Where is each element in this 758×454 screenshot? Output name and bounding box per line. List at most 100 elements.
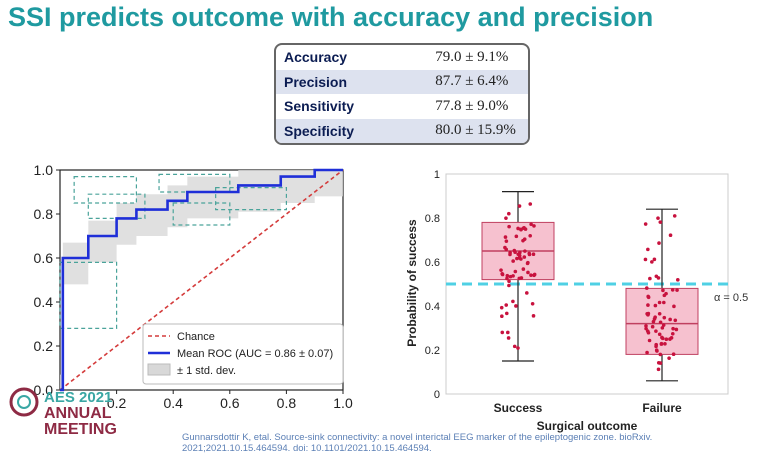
roc-y-tick-label: 1.0 [34,162,54,178]
metric-label: Precision [276,69,428,94]
box-x-label: Surgical outcome [537,419,638,433]
box-point [672,214,677,218]
roc-y-tick-label: 0.8 [34,206,54,222]
box-point [657,241,661,245]
box-point [506,330,510,335]
box-point [507,211,511,216]
box-point [676,278,680,282]
box-point [660,335,664,340]
box-point [514,234,519,239]
box-point [664,291,668,296]
box-point [650,324,655,329]
box-point [669,336,674,340]
box-point [505,276,509,281]
roc-chance-line [59,169,344,391]
box-y-tick-label: 0 [434,389,440,401]
box-point [523,249,527,253]
roc-y-tick-label: 0.0 [34,382,54,398]
box-point [522,255,527,259]
roc-marks [59,168,344,392]
roc-x-tick-label: 0.8 [277,395,297,411]
box-plot-frame [445,173,729,395]
box-point [521,267,526,271]
box-point [646,330,651,335]
box-point [500,330,505,335]
box-point [658,361,663,365]
box-point [504,311,509,316]
box-point [674,327,679,332]
box-point [515,256,519,261]
box-point [528,202,533,206]
box-point [664,337,669,342]
box-point [668,233,673,238]
box-point [517,204,522,208]
box-point [532,224,536,228]
box-point [507,279,511,284]
box-point [672,304,676,309]
metric-value: 80.0 ± 15.9% [427,118,528,143]
box-point [656,216,660,220]
logo-line3: MEETING [44,421,117,438]
roc-x-tick-label: 0.2 [107,395,127,411]
box-point [512,344,517,349]
box-point [651,319,656,324]
roc-mean-line [60,168,343,392]
box-ticks: Success Failure 0 0.2 0.4 0.6 0.8 1 [425,169,682,415]
logo-brain-icon [9,387,39,417]
logo-line2: ANNUAL [44,405,112,422]
roc-fold-box [158,173,231,193]
box-point [527,251,532,256]
box-point [662,300,666,305]
box-point [499,268,503,272]
box-point [508,250,512,255]
box-point [516,226,520,231]
roc-y-tick-label: 0.6 [34,250,54,266]
box-point [661,323,666,327]
box-point [657,300,662,305]
metric-row: Precision 87.7 ± 6.4% [276,69,528,94]
roc-fold-box [59,261,118,330]
legend-chance-label: Chance [177,331,215,343]
box-threshold-label: α = 0.5 [714,292,748,304]
box-point [518,250,522,255]
box-point [519,276,524,280]
box-point [513,269,518,274]
box-point [504,303,509,307]
box-point [511,259,515,263]
box-y-tick-label: 1 [434,169,440,181]
box-y-label: Probability of success [405,219,419,347]
box-point [668,317,672,322]
box-point [655,349,659,353]
roc-y-tick-label: 0.4 [34,294,54,310]
box-chart: Success Failure 0 0.2 0.4 0.6 0.8 1 α = 0.5 Pro… [405,169,748,433]
box-point [650,260,654,264]
box-point [529,273,533,277]
metric-value: 87.7 ± 6.4% [427,69,528,94]
box-point [503,235,508,239]
roc-chart: 0.0 0.2 0.4 0.6 0.8 1.0 0.2 0.4 0.6 0.8 1.0 Chance… [34,162,353,411]
box-point [657,332,662,337]
box-point [657,311,662,316]
box-point [504,239,509,243]
box-point [499,305,504,310]
box-point [528,233,532,238]
box-point [523,227,528,231]
box-point [663,342,667,346]
box-point [656,367,661,372]
legend-mean-label: Mean ROC (AUC = 0.86 ± 0.07) [177,348,333,360]
metric-label: Specificity [276,118,428,143]
box-point [675,288,679,292]
aes-logo: AES 2021 ANNUAL MEETING [9,387,117,438]
box-point [512,248,517,253]
box-point [661,288,665,293]
box-point [643,257,648,262]
box-point [505,273,510,278]
roc-x-tick-label: 0.4 [163,395,183,411]
box-point [670,288,675,292]
box-point [643,222,648,226]
box-point [659,342,664,346]
box-point [658,352,663,357]
box-point [506,336,511,340]
box-point [531,314,536,318]
roc-band-area [60,170,343,390]
